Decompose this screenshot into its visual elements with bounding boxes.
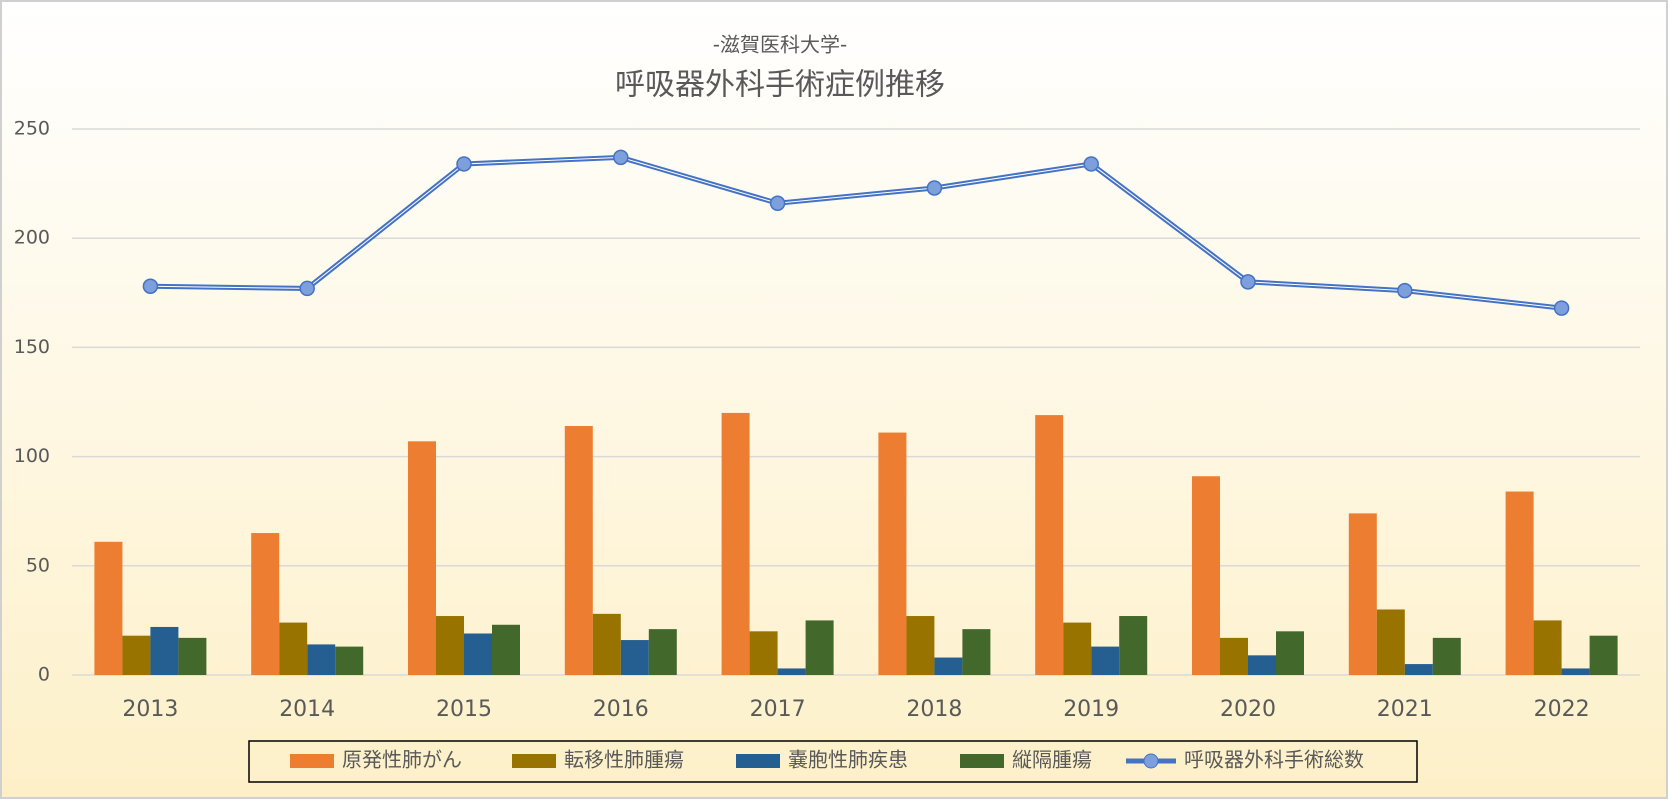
x-tick-label: 2019 (1063, 697, 1119, 722)
line-series-highlight (150, 156, 1562, 309)
y-tick-label: 0 (38, 664, 50, 686)
x-tick-label: 2013 (122, 697, 178, 722)
line-marker (299, 280, 315, 297)
y-tick-label: 150 (14, 336, 50, 358)
chart-subtitle: -滋賀医科大学- (713, 33, 847, 57)
bar (1248, 655, 1276, 675)
legend-swatch (512, 754, 556, 768)
y-tick-label: 250 (14, 118, 50, 140)
bar (1432, 637, 1461, 675)
bar (620, 640, 649, 675)
bar (178, 637, 207, 675)
bar (464, 633, 492, 675)
bar (1533, 620, 1562, 675)
bar (1376, 609, 1405, 675)
bar (1063, 622, 1092, 675)
bar (1192, 476, 1220, 675)
x-tick-label: 2017 (750, 697, 806, 722)
line-marker (769, 195, 786, 212)
bar (648, 629, 677, 675)
x-tick-label: 2018 (906, 697, 962, 722)
line-marker (1553, 300, 1570, 316)
bar (564, 426, 593, 675)
legend-label: 嚢胞性肺疾患 (788, 748, 908, 772)
legend-label: 原発性肺がん (342, 748, 462, 772)
legend-marker (1143, 753, 1159, 769)
bar (436, 616, 464, 675)
y-tick-label: 200 (14, 227, 50, 249)
legend-label: 縦隔腫瘍 (1012, 748, 1092, 772)
legend-box (248, 740, 1418, 783)
bar (335, 646, 364, 675)
legend-label: 呼吸器外科手術総数 (1184, 748, 1364, 772)
legend-label: 転移性肺腫瘍 (564, 748, 684, 772)
x-tick-label: 2020 (1220, 697, 1276, 722)
line-marker (1083, 156, 1099, 172)
bar (906, 616, 935, 675)
y-tick-label: 100 (14, 445, 50, 467)
bar (251, 533, 280, 675)
bar (1035, 415, 1064, 675)
bar (408, 441, 436, 675)
y-tick-label: 50 (26, 554, 50, 576)
bar (934, 657, 963, 675)
chart-title: 呼吸器外科手術症例推移 (615, 68, 945, 103)
x-tick-label: 2016 (593, 697, 649, 722)
x-tick-label: 2015 (436, 697, 492, 722)
bar (94, 541, 123, 675)
bar (1561, 668, 1590, 675)
bar (878, 432, 907, 675)
bar (777, 668, 806, 675)
legend-swatch (736, 754, 780, 768)
x-tick-label: 2014 (279, 697, 335, 722)
bar (592, 613, 621, 675)
bar (749, 631, 778, 675)
legend-swatch (960, 754, 1004, 768)
bar (1589, 635, 1618, 675)
bar (279, 622, 308, 675)
bar (150, 626, 179, 675)
line-marker (456, 156, 472, 172)
bar (492, 624, 520, 675)
bar (122, 635, 151, 675)
line-marker (1397, 282, 1413, 299)
bar (307, 644, 336, 675)
line-marker (926, 180, 943, 196)
bar (805, 620, 834, 675)
bar (1404, 664, 1433, 675)
line-marker (613, 149, 629, 166)
bar (1220, 637, 1248, 675)
bar (1119, 616, 1148, 675)
bar (1091, 646, 1120, 675)
line-marker (1240, 274, 1256, 290)
x-tick-label: 2021 (1377, 697, 1433, 722)
bar (1505, 491, 1534, 675)
legend-swatch (290, 754, 334, 768)
bar (1348, 513, 1377, 675)
x-tick-label: 2022 (1534, 697, 1590, 722)
bar (962, 629, 991, 675)
line-marker (142, 278, 159, 294)
bar (1276, 631, 1304, 675)
bar (721, 412, 750, 675)
